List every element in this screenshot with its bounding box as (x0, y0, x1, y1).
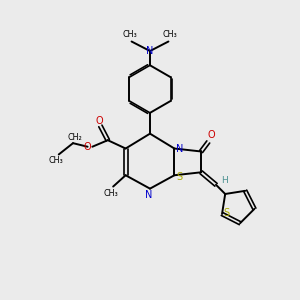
Text: O: O (207, 130, 215, 140)
Text: S: S (224, 208, 230, 218)
Text: CH₃: CH₃ (48, 156, 63, 165)
Text: CH₃: CH₃ (104, 189, 119, 198)
Text: H: H (221, 176, 228, 185)
Text: CH₂: CH₂ (67, 133, 82, 142)
Text: O: O (96, 116, 103, 126)
Text: CH₃: CH₃ (163, 31, 177, 40)
Text: N: N (145, 190, 152, 200)
Text: CH₃: CH₃ (123, 31, 137, 40)
Text: N: N (176, 143, 183, 154)
Text: O: O (84, 142, 92, 152)
Text: S: S (176, 172, 182, 182)
Text: N: N (146, 46, 154, 56)
